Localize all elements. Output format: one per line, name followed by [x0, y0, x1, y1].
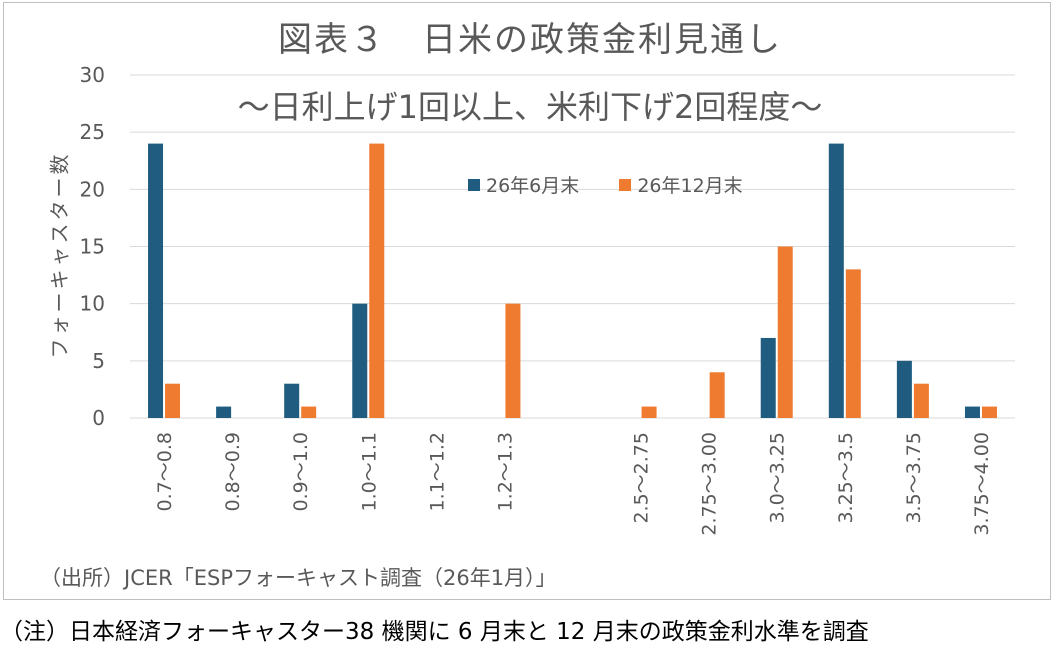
bar-dec-10 — [845, 269, 861, 418]
bar-jun-2 — [284, 383, 300, 418]
bar-jun-1 — [216, 406, 232, 418]
bar-jun-9 — [760, 337, 776, 418]
bar-dec-12 — [981, 406, 997, 418]
legend-item-jun: 26年6月末 — [468, 171, 579, 198]
bar-dec-9 — [777, 246, 793, 418]
bar-jun-11 — [896, 360, 912, 418]
y-tick-label: 10 — [80, 292, 105, 316]
y-tick-label: 5 — [92, 349, 105, 373]
legend: 26年6月末 26年12月末 — [468, 171, 777, 198]
legend-label-jun: 26年6月末 — [486, 175, 580, 197]
x-tick-label: 3.25～3.5 — [835, 432, 857, 524]
legend-item-dec: 26年12月末 — [619, 171, 743, 198]
source-note: （出所）JCER「ESPフォーキャスト調査（26年1月）」 — [40, 566, 557, 590]
y-tick-label: 15 — [80, 235, 105, 259]
y-tick-label: 30 — [80, 63, 105, 87]
chart-subtitle: ～日利上げ1回以上、米利下げ2回程度～ — [237, 88, 823, 126]
x-tick-label: 0.7～0.8 — [154, 432, 176, 511]
legend-swatch-dec — [619, 178, 632, 191]
bar-jun-12 — [964, 406, 980, 418]
bar-dec-8 — [709, 372, 725, 418]
y-axis-label: フォーキャスター数 — [47, 151, 72, 359]
bar-dec-3 — [369, 143, 385, 418]
bar-dec-0 — [165, 383, 181, 418]
x-tick-label: 1.0～1.1 — [358, 432, 380, 511]
chart-frame — [3, 2, 1051, 600]
footnote: （注）日本経済フォーキャスター38 機関に 6 月末と 12 月末の政策金利水準… — [0, 619, 869, 645]
bar-dec-7 — [641, 406, 657, 418]
bar-jun-10 — [828, 143, 844, 418]
chart-title: 図表３ 日米の政策金利見通し — [278, 20, 782, 60]
x-tick-label: 3.5～3.75 — [903, 432, 925, 524]
gridlines — [130, 74, 1015, 419]
x-tick-label: 2.75～3.00 — [699, 432, 721, 536]
legend-label-dec: 26年12月末 — [637, 175, 743, 197]
x-tick-label: 1.1～1.2 — [426, 432, 448, 511]
x-tick-label: 0.8～0.9 — [222, 432, 244, 511]
y-tick-label: 0 — [92, 406, 105, 430]
x-tick-label: 3.75～4.00 — [971, 432, 993, 536]
x-tick-label: 0.9～1.0 — [290, 432, 312, 511]
y-tick-label: 20 — [80, 177, 105, 201]
bar-dec-2 — [301, 406, 317, 418]
chart-canvas: 0 5 10 15 20 25 30 0.7～0.8 0.8～0.9 0.9～1.0 1.0～1.… — [80, 63, 1015, 536]
x-tick-label: 1.2～1.3 — [494, 432, 516, 511]
x-tick-label: 2.5～2.75 — [631, 432, 653, 524]
bar-jun-0 — [148, 143, 164, 418]
y-tick-label: 25 — [80, 120, 105, 144]
y-axis-ticks: 0 5 10 15 20 25 30 — [80, 63, 105, 430]
bar-dec-11 — [913, 383, 929, 418]
x-axis-ticks: 0.7～0.8 0.8～0.9 0.9～1.0 1.0～1.1 1.1～1.2 1.2～1… — [154, 432, 993, 536]
x-tick-label: 3.0～3.25 — [767, 432, 789, 524]
legend-swatch-jun — [468, 178, 480, 191]
bar-jun-3 — [352, 303, 368, 418]
bars — [148, 143, 997, 418]
bar-dec-5 — [505, 303, 521, 418]
